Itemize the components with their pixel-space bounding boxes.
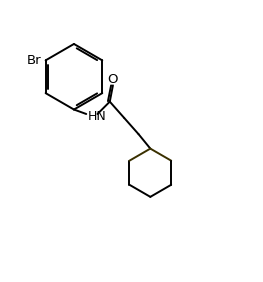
Text: HN: HN bbox=[88, 110, 106, 123]
Text: Br: Br bbox=[26, 54, 41, 67]
Text: O: O bbox=[108, 73, 118, 86]
